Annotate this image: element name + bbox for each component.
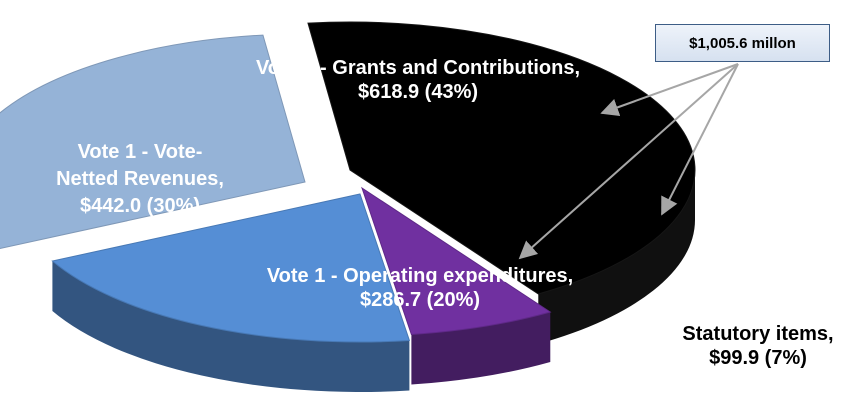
slice-label: Vote 5 - Grants and Contributions,	[256, 57, 580, 79]
slice-label: Statutory items,	[682, 323, 833, 345]
total-callout-arrows	[518, 63, 739, 260]
pie-slice	[307, 21, 696, 295]
callout-arrow-grants	[600, 63, 739, 116]
callout-arrow-operating	[518, 63, 739, 260]
pie-slice-side	[411, 312, 551, 385]
slice-label: $618.9 (43%)	[358, 81, 478, 103]
slice-label: $286.7 (20%)	[360, 289, 480, 311]
pie-slice	[361, 186, 552, 335]
slice-label: $442.0 (30%)	[80, 195, 200, 217]
slice-label: $99.9 (7%)	[709, 347, 807, 369]
pie-slice	[51, 193, 411, 343]
slice-label: Netted Revenues,	[56, 168, 224, 190]
pie-slice	[0, 34, 306, 249]
pie-slice-side	[52, 261, 410, 393]
total-amount-box: $1,005.6 millon	[655, 24, 830, 62]
slice-label: Vote 1 - Operating expenditures,	[267, 265, 573, 287]
slice-label: Vote 1 - Vote-	[78, 141, 203, 163]
pie-top-faces	[0, 21, 696, 343]
pie-slice-side	[538, 170, 695, 345]
slice-labels: Vote 5 - Grants and Contributions,$618.9…	[56, 57, 834, 369]
pie-side-walls	[52, 170, 695, 393]
callout-arrow-statutory	[661, 63, 739, 216]
